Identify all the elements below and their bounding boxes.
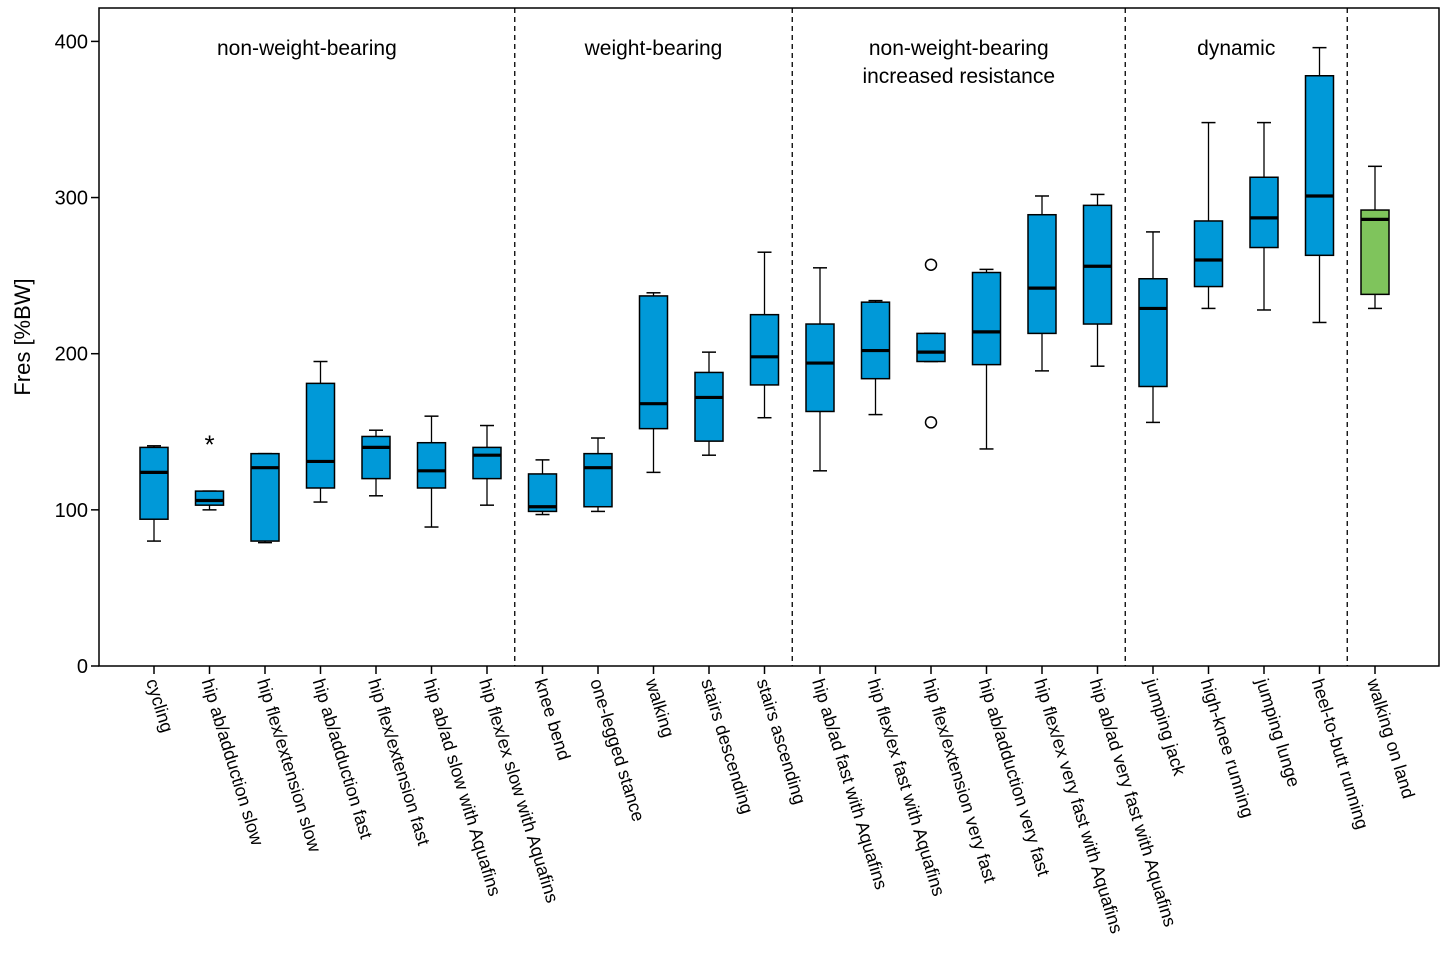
box-iqr xyxy=(971,271,1002,366)
box-1: * xyxy=(194,430,225,511)
group-labels: non-weight-bearing weight-bearing non-weig… xyxy=(217,37,1275,88)
group-label: increased resistance xyxy=(862,65,1055,88)
box-iqr xyxy=(1304,75,1335,257)
box-21 xyxy=(1304,46,1335,324)
x-tick-label: knee bend xyxy=(531,676,575,762)
box-iqr xyxy=(860,301,891,380)
x-tick-label: cycling xyxy=(142,676,177,734)
box-10 xyxy=(694,351,724,456)
box-9 xyxy=(638,292,669,474)
x-tick-label: stairs ascending xyxy=(753,676,810,806)
box-4 xyxy=(361,429,391,497)
y-tick-label: 300 xyxy=(55,188,88,210)
y-tick-label: 400 xyxy=(55,31,88,53)
y-tick-label: 0 xyxy=(77,656,88,678)
box-12 xyxy=(805,267,835,472)
box-7 xyxy=(527,459,558,516)
x-tick-label: one-legged stance xyxy=(586,676,648,824)
x-tick-label: hip ab/adduction slow xyxy=(198,676,268,848)
box-iqr xyxy=(583,452,613,508)
box-iqr xyxy=(916,332,946,363)
box-16 xyxy=(1027,195,1057,372)
y-tick-label: 200 xyxy=(55,344,88,366)
group-label: non-weight-bearing xyxy=(869,37,1049,60)
box-3 xyxy=(305,360,336,503)
box-15 xyxy=(971,268,1002,450)
box-iqr xyxy=(305,382,336,489)
y-axis-label: Fres [%BW] xyxy=(10,278,35,395)
box-iqr xyxy=(638,295,669,430)
group-label: weight-bearing xyxy=(584,37,723,60)
group-label: dynamic xyxy=(1197,37,1275,60)
box-iqr xyxy=(139,446,169,520)
x-tick-label: hip flex/extension fast xyxy=(364,676,434,847)
outlier-point xyxy=(924,416,938,429)
box-11 xyxy=(749,251,780,419)
box-iqr xyxy=(805,323,835,413)
x-tick-label: high-knee running xyxy=(1197,676,1258,820)
x-tick-label: stairs descending xyxy=(697,676,757,816)
x-tick-label: walking xyxy=(641,675,678,739)
box-iqr xyxy=(1249,176,1279,249)
y-tick-label: 100 xyxy=(55,500,88,522)
box-iqr xyxy=(749,313,780,386)
y-axis: 0 100 200 300 400 xyxy=(55,31,99,678)
box-13 xyxy=(860,299,891,416)
box-22 xyxy=(1360,165,1390,310)
box-5 xyxy=(416,415,447,528)
x-tick-label: jumping lunge xyxy=(1252,675,1304,789)
box-2 xyxy=(250,452,280,544)
box-iqr xyxy=(1360,209,1390,296)
box-iqr xyxy=(416,441,447,489)
x-tick-label: hip ab/adduction fast xyxy=(309,676,377,841)
box-iqr xyxy=(361,435,391,480)
box-iqr xyxy=(1027,213,1057,335)
group-separators xyxy=(514,8,1348,666)
outlier-point xyxy=(924,258,938,271)
plot-frame xyxy=(98,7,1440,667)
boxes: * xyxy=(139,46,1390,544)
box-8 xyxy=(583,437,613,513)
box-iqr xyxy=(472,446,502,480)
box-iqr xyxy=(1138,277,1168,388)
box-19 xyxy=(1193,121,1224,310)
box-6 xyxy=(472,424,502,506)
extreme-point: * xyxy=(204,430,214,460)
box-0 xyxy=(139,445,169,542)
box-17 xyxy=(1082,193,1113,367)
x-axis: cycling hip ab/adduction slow hip flex/ext… xyxy=(142,666,1419,936)
box-iqr xyxy=(1193,220,1224,288)
box-20 xyxy=(1249,121,1279,311)
group-label: non-weight-bearing xyxy=(217,37,397,60)
x-tick-label: walking on land xyxy=(1363,675,1419,800)
box-iqr xyxy=(194,490,225,506)
x-tick-label: jumping jack xyxy=(1141,675,1190,778)
box-iqr xyxy=(694,371,724,442)
box-14 xyxy=(916,258,946,429)
box-18 xyxy=(1138,231,1168,424)
x-tick-label: heel-to-butt running xyxy=(1308,676,1373,831)
